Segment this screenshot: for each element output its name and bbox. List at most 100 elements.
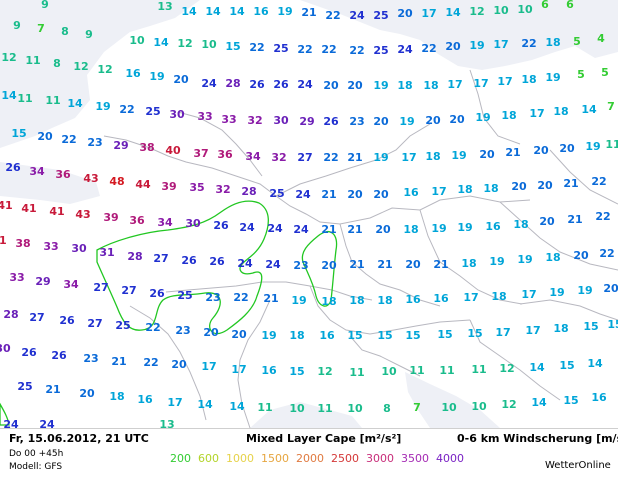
shear-value-label: 38 bbox=[15, 237, 31, 250]
shear-value-label: 28 bbox=[127, 250, 143, 263]
shear-value-label: 7 bbox=[607, 100, 615, 113]
valid-date: Fr, 15.06.2012, 21 UTC bbox=[9, 432, 149, 445]
shear-value-label: 9 bbox=[13, 19, 21, 32]
shear-value-label: 11 bbox=[17, 92, 33, 105]
shear-value-label: 26 bbox=[51, 349, 67, 362]
shear-value-label: 28 bbox=[3, 308, 19, 321]
shear-value-label: 36 bbox=[55, 168, 71, 181]
shear-value-label: 18 bbox=[461, 257, 477, 270]
shear-value-label: 15 bbox=[289, 365, 305, 378]
shear-value-label: 20 bbox=[231, 328, 247, 341]
shear-value-label: 15 bbox=[563, 394, 579, 407]
shear-value-label: 26 bbox=[249, 78, 265, 91]
shear-value-label: 20 bbox=[559, 142, 575, 155]
shear-value-label: 16 bbox=[405, 293, 421, 306]
shear-value-label: 43 bbox=[83, 172, 99, 185]
shear-value-label: 41 bbox=[0, 234, 7, 247]
legend-value: 600 bbox=[198, 452, 219, 465]
shear-value-label: 20 bbox=[171, 358, 187, 371]
shear-value-label: 22 bbox=[595, 210, 611, 223]
shear-value-label: 8 bbox=[383, 402, 391, 415]
shear-value-label: 5 bbox=[601, 66, 609, 79]
shear-value-label: 11 bbox=[605, 138, 618, 151]
shear-value-label: 12 bbox=[501, 398, 517, 411]
shear-value-label: 23 bbox=[205, 291, 221, 304]
cape-contours bbox=[0, 200, 338, 426]
legend-value: 1500 bbox=[261, 452, 289, 465]
shear-value-label: 15 bbox=[437, 328, 453, 341]
shear-value-label: 5 bbox=[573, 35, 581, 48]
shear-value-label: 20 bbox=[321, 259, 337, 272]
shear-value-label: 43 bbox=[75, 208, 91, 221]
shear-value-label: 21 bbox=[563, 177, 579, 190]
shear-value-label: 20 bbox=[603, 282, 618, 295]
shear-value-label: 14 bbox=[229, 400, 245, 413]
shear-value-label: 14 bbox=[197, 398, 213, 411]
model-run: Do 00 +45h bbox=[9, 449, 64, 459]
shear-value-label: 18 bbox=[513, 218, 529, 231]
shear-value-label: 15 bbox=[559, 359, 575, 372]
shear-value-label: 14 bbox=[229, 5, 245, 18]
shear-value-label: 19 bbox=[451, 149, 467, 162]
shear-value-label: 17 bbox=[525, 324, 541, 337]
shear-value-label: 32 bbox=[215, 183, 231, 196]
shear-value-label: 27 bbox=[87, 317, 103, 330]
shear-value-label: 33 bbox=[221, 113, 237, 126]
shear-value-label: 18 bbox=[521, 73, 537, 86]
shear-value-label: 20 bbox=[405, 258, 421, 271]
shear-value-label: 19 bbox=[291, 294, 307, 307]
shear-value-label: 20 bbox=[449, 113, 465, 126]
shear-value-label: 17 bbox=[431, 185, 447, 198]
shear-value-label: 20 bbox=[347, 79, 363, 92]
shear-value-label: 20 bbox=[425, 114, 441, 127]
shear-value-label: 34 bbox=[245, 150, 261, 163]
shear-value-label: 26 bbox=[21, 346, 37, 359]
shear-value-label: 17 bbox=[167, 396, 183, 409]
shear-value-label: 20 bbox=[203, 326, 219, 339]
shear-value-label: 11 bbox=[349, 366, 365, 379]
shear-value-label: 19 bbox=[489, 255, 505, 268]
shear-value-label: 15 bbox=[377, 329, 393, 342]
shear-value-label: 29 bbox=[35, 275, 51, 288]
shear-value-label: 15 bbox=[11, 127, 27, 140]
shear-value-label: 20 bbox=[37, 130, 53, 143]
cape-contour bbox=[96, 200, 269, 335]
english-channel bbox=[0, 162, 100, 204]
shear-value-label: 13 bbox=[159, 418, 175, 429]
shear-value-label: 15 bbox=[583, 320, 599, 333]
shear-value-label: 17 bbox=[421, 7, 437, 20]
shear-value-label: 32 bbox=[271, 151, 287, 164]
shear-value-label: 11 bbox=[409, 364, 425, 377]
shear-value-label: 20 bbox=[533, 144, 549, 157]
shear-value-label: 22 bbox=[233, 291, 249, 304]
shear-value-label: 20 bbox=[539, 215, 555, 228]
shear-value-label: 27 bbox=[153, 252, 169, 265]
shear-value-label: 19 bbox=[585, 140, 601, 153]
shear-value-label: 19 bbox=[373, 79, 389, 92]
legend-value: 2000 bbox=[296, 452, 324, 465]
shear-value-label: 22 bbox=[349, 44, 365, 57]
baltic-sea bbox=[300, 0, 618, 70]
shear-value-label: 29 bbox=[113, 139, 129, 152]
shear-value-label: 14 bbox=[531, 396, 547, 409]
shear-value-label: 22 bbox=[521, 37, 537, 50]
shear-value-label: 14 bbox=[445, 6, 461, 19]
weather-map: 9 13 14 14 14 16 19 21 22 24 25 20 17 14 12 10 10 6 6 9 7 8 9 1… bbox=[0, 0, 618, 428]
shear-value-label: 22 bbox=[61, 133, 77, 146]
shear-value-label: 25 bbox=[373, 9, 389, 22]
north-sea bbox=[0, 0, 200, 148]
shear-value-label: 22 bbox=[145, 321, 161, 334]
shear-value-label: 10 bbox=[493, 4, 509, 17]
shear-value-label: 18 bbox=[423, 79, 439, 92]
shear-value-label: 23 bbox=[293, 259, 309, 272]
shear-value-label: 22 bbox=[249, 41, 265, 54]
shear-value-label: 21 bbox=[111, 355, 127, 368]
shear-value-label: 18 bbox=[397, 79, 413, 92]
shear-value-label: 14 bbox=[587, 357, 603, 370]
shear-value-label: 31 bbox=[99, 246, 115, 259]
shear-value-label: 17 bbox=[463, 291, 479, 304]
shear-value-label: 19 bbox=[95, 100, 111, 113]
shear-value-label: 24 bbox=[295, 188, 311, 201]
shear-value-label: 16 bbox=[485, 220, 501, 233]
shear-value-label: 13 bbox=[157, 0, 173, 13]
